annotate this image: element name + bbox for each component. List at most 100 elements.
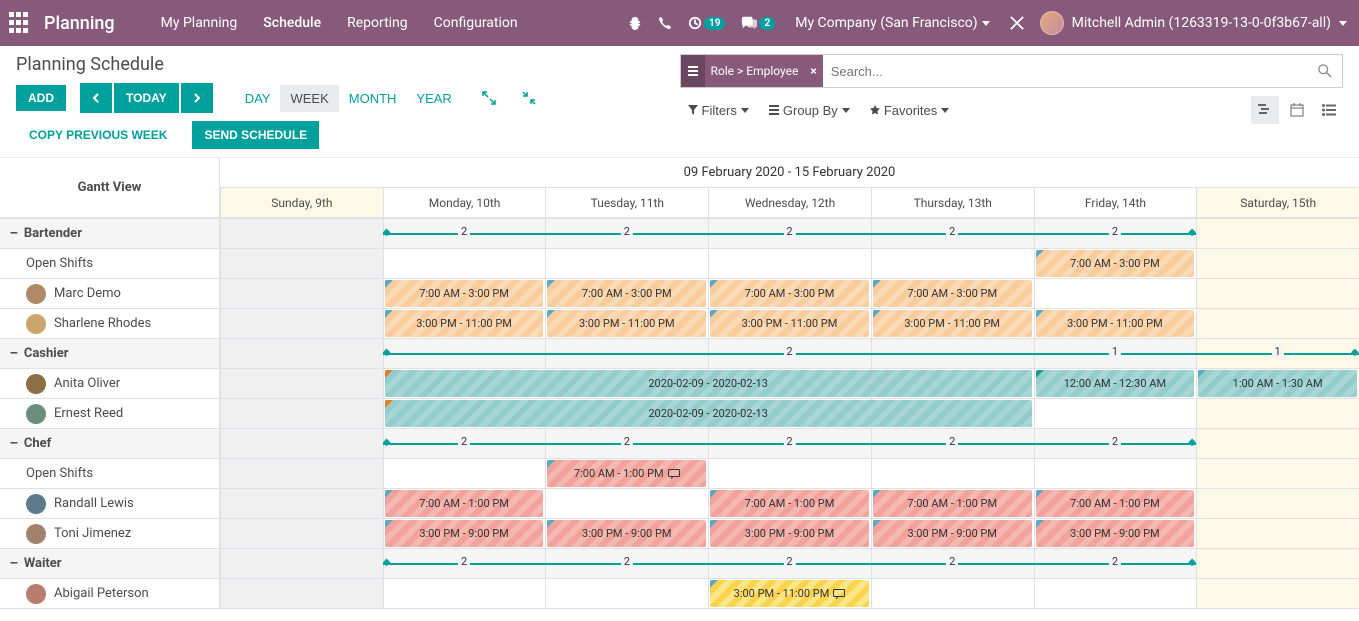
group-row[interactable]: −Waiter — [0, 549, 219, 579]
day-cell[interactable] — [220, 309, 383, 338]
day-cell[interactable] — [1196, 519, 1359, 548]
shift-pill[interactable]: 7:00 AM - 3:00 PM — [385, 280, 544, 307]
employee-row[interactable]: Toni Jimenez — [0, 519, 219, 549]
day-cell[interactable] — [220, 339, 383, 368]
scale-month[interactable]: MONTH — [339, 85, 407, 112]
shift-pill[interactable]: 3:00 PM - 9:00 PM — [710, 520, 869, 547]
employee-row[interactable]: Open Shifts — [0, 459, 219, 489]
favorites-button[interactable]: Favorites — [862, 97, 957, 124]
employee-row[interactable]: Open Shifts — [0, 249, 219, 279]
groupby-button[interactable]: Group By — [761, 97, 858, 124]
day-cell[interactable] — [1034, 399, 1197, 428]
day-cell[interactable] — [220, 459, 383, 488]
scale-week[interactable]: WEEK — [280, 85, 338, 112]
group-row[interactable]: −Cashier — [0, 339, 219, 369]
gantt-view-button[interactable] — [1251, 96, 1279, 124]
day-cell[interactable] — [1034, 579, 1197, 608]
shift-pill[interactable]: 3:00 PM - 9:00 PM — [547, 520, 706, 547]
expand-button[interactable] — [476, 85, 502, 111]
day-cell[interactable] — [545, 579, 708, 608]
day-cell[interactable] — [220, 249, 383, 278]
tools-icon[interactable] — [1006, 12, 1028, 34]
day-cell[interactable] — [1196, 249, 1359, 278]
employee-row[interactable]: Anita Oliver — [0, 369, 219, 399]
shift-pill[interactable]: 3:00 PM - 11:00 PM — [547, 310, 706, 337]
shift-pill[interactable]: 3:00 PM - 11:00 PM — [710, 580, 869, 607]
day-cell[interactable] — [1034, 279, 1197, 308]
shift-pill[interactable]: 3:00 PM - 11:00 PM — [1036, 310, 1195, 337]
debug-icon[interactable] — [624, 12, 646, 34]
day-cell[interactable] — [1196, 549, 1359, 578]
phone-icon[interactable] — [654, 12, 676, 34]
prev-button[interactable] — [80, 83, 112, 113]
nav-item-schedule[interactable]: Schedule — [253, 9, 331, 37]
shift-pill[interactable]: 3:00 PM - 11:00 PM — [385, 310, 544, 337]
day-cell[interactable] — [1196, 579, 1359, 608]
company-selector[interactable]: My Company (San Francisco) — [787, 11, 997, 35]
day-cell[interactable] — [871, 249, 1034, 278]
nav-item-configuration[interactable]: Configuration — [424, 9, 528, 37]
day-cell[interactable] — [220, 519, 383, 548]
day-cell[interactable] — [545, 489, 708, 518]
group-row[interactable]: −Bartender — [0, 219, 219, 249]
group-row[interactable]: −Chef — [0, 429, 219, 459]
employee-row[interactable]: Marc Demo — [0, 279, 219, 309]
search-icon[interactable] — [1308, 64, 1342, 78]
day-cell[interactable] — [1034, 459, 1197, 488]
shift-pill[interactable]: 2020-02-09 - 2020-02-13 — [385, 370, 1032, 397]
day-cell[interactable] — [383, 579, 546, 608]
day-cell[interactable] — [1196, 309, 1359, 338]
shift-pill[interactable]: 7:00 AM - 1:00 PM — [547, 460, 706, 487]
user-menu[interactable]: Mitchell Admin (1263319-13-0-0f3b67-all) — [1036, 7, 1351, 39]
day-cell[interactable] — [871, 579, 1034, 608]
day-cell[interactable] — [1196, 219, 1359, 248]
shift-pill[interactable]: 7:00 AM - 1:00 PM — [1036, 490, 1195, 517]
shift-pill[interactable]: 7:00 AM - 3:00 PM — [1036, 250, 1195, 277]
scale-year[interactable]: YEAR — [406, 85, 461, 112]
day-cell[interactable] — [220, 219, 383, 248]
shift-pill[interactable]: 12:00 AM - 12:30 AM — [1036, 370, 1195, 397]
day-cell[interactable] — [220, 279, 383, 308]
day-cell[interactable] — [1196, 279, 1359, 308]
shift-pill[interactable]: 3:00 PM - 11:00 PM — [873, 310, 1032, 337]
nav-item-my-planning[interactable]: My Planning — [151, 9, 248, 37]
day-cell[interactable] — [1196, 399, 1359, 428]
day-cell[interactable] — [220, 429, 383, 458]
employee-row[interactable]: Ernest Reed — [0, 399, 219, 429]
shift-pill[interactable]: 7:00 AM - 1:00 PM — [873, 490, 1032, 517]
employee-row[interactable]: Sharlene Rhodes — [0, 309, 219, 339]
next-button[interactable] — [181, 83, 213, 113]
shift-pill[interactable]: 3:00 PM - 11:00 PM — [710, 310, 869, 337]
shift-pill[interactable]: 7:00 AM - 1:00 PM — [385, 490, 544, 517]
messaging-icon[interactable]: 2 — [737, 12, 779, 34]
day-cell[interactable] — [220, 399, 383, 428]
day-cell[interactable] — [545, 249, 708, 278]
day-cell[interactable] — [1196, 489, 1359, 518]
facet-remove-icon[interactable]: × — [804, 64, 822, 78]
day-cell[interactable] — [708, 459, 871, 488]
nav-item-reporting[interactable]: Reporting — [337, 9, 418, 37]
collapse-button[interactable] — [516, 85, 542, 111]
today-button[interactable]: TODAY — [114, 83, 179, 113]
calendar-view-button[interactable] — [1283, 96, 1311, 124]
add-button[interactable]: ADD — [16, 85, 66, 111]
day-cell[interactable] — [1196, 459, 1359, 488]
day-cell[interactable] — [1196, 429, 1359, 458]
activity-icon[interactable]: 19 — [684, 12, 729, 34]
shift-pill[interactable]: 7:00 AM - 3:00 PM — [547, 280, 706, 307]
shift-pill[interactable]: 3:00 PM - 9:00 PM — [385, 520, 544, 547]
shift-pill[interactable]: 2020-02-09 - 2020-02-13 — [385, 400, 1032, 427]
shift-pill[interactable]: 7:00 AM - 1:00 PM — [710, 490, 869, 517]
day-cell[interactable] — [220, 579, 383, 608]
shift-pill[interactable]: 7:00 AM - 3:00 PM — [873, 280, 1032, 307]
employee-row[interactable]: Randall Lewis — [0, 489, 219, 519]
apps-icon[interactable] — [8, 11, 32, 35]
employee-row[interactable]: Abigail Peterson — [0, 579, 219, 609]
day-cell[interactable] — [871, 459, 1034, 488]
copy-previous-button[interactable]: COPY PREVIOUS WEEK — [16, 121, 180, 149]
shift-pill[interactable]: 7:00 AM - 3:00 PM — [710, 280, 869, 307]
scale-day[interactable]: DAY — [235, 85, 281, 112]
search-input[interactable] — [823, 64, 1308, 79]
shift-pill[interactable]: 3:00 PM - 9:00 PM — [873, 520, 1032, 547]
filters-button[interactable]: Filters — [680, 97, 757, 124]
